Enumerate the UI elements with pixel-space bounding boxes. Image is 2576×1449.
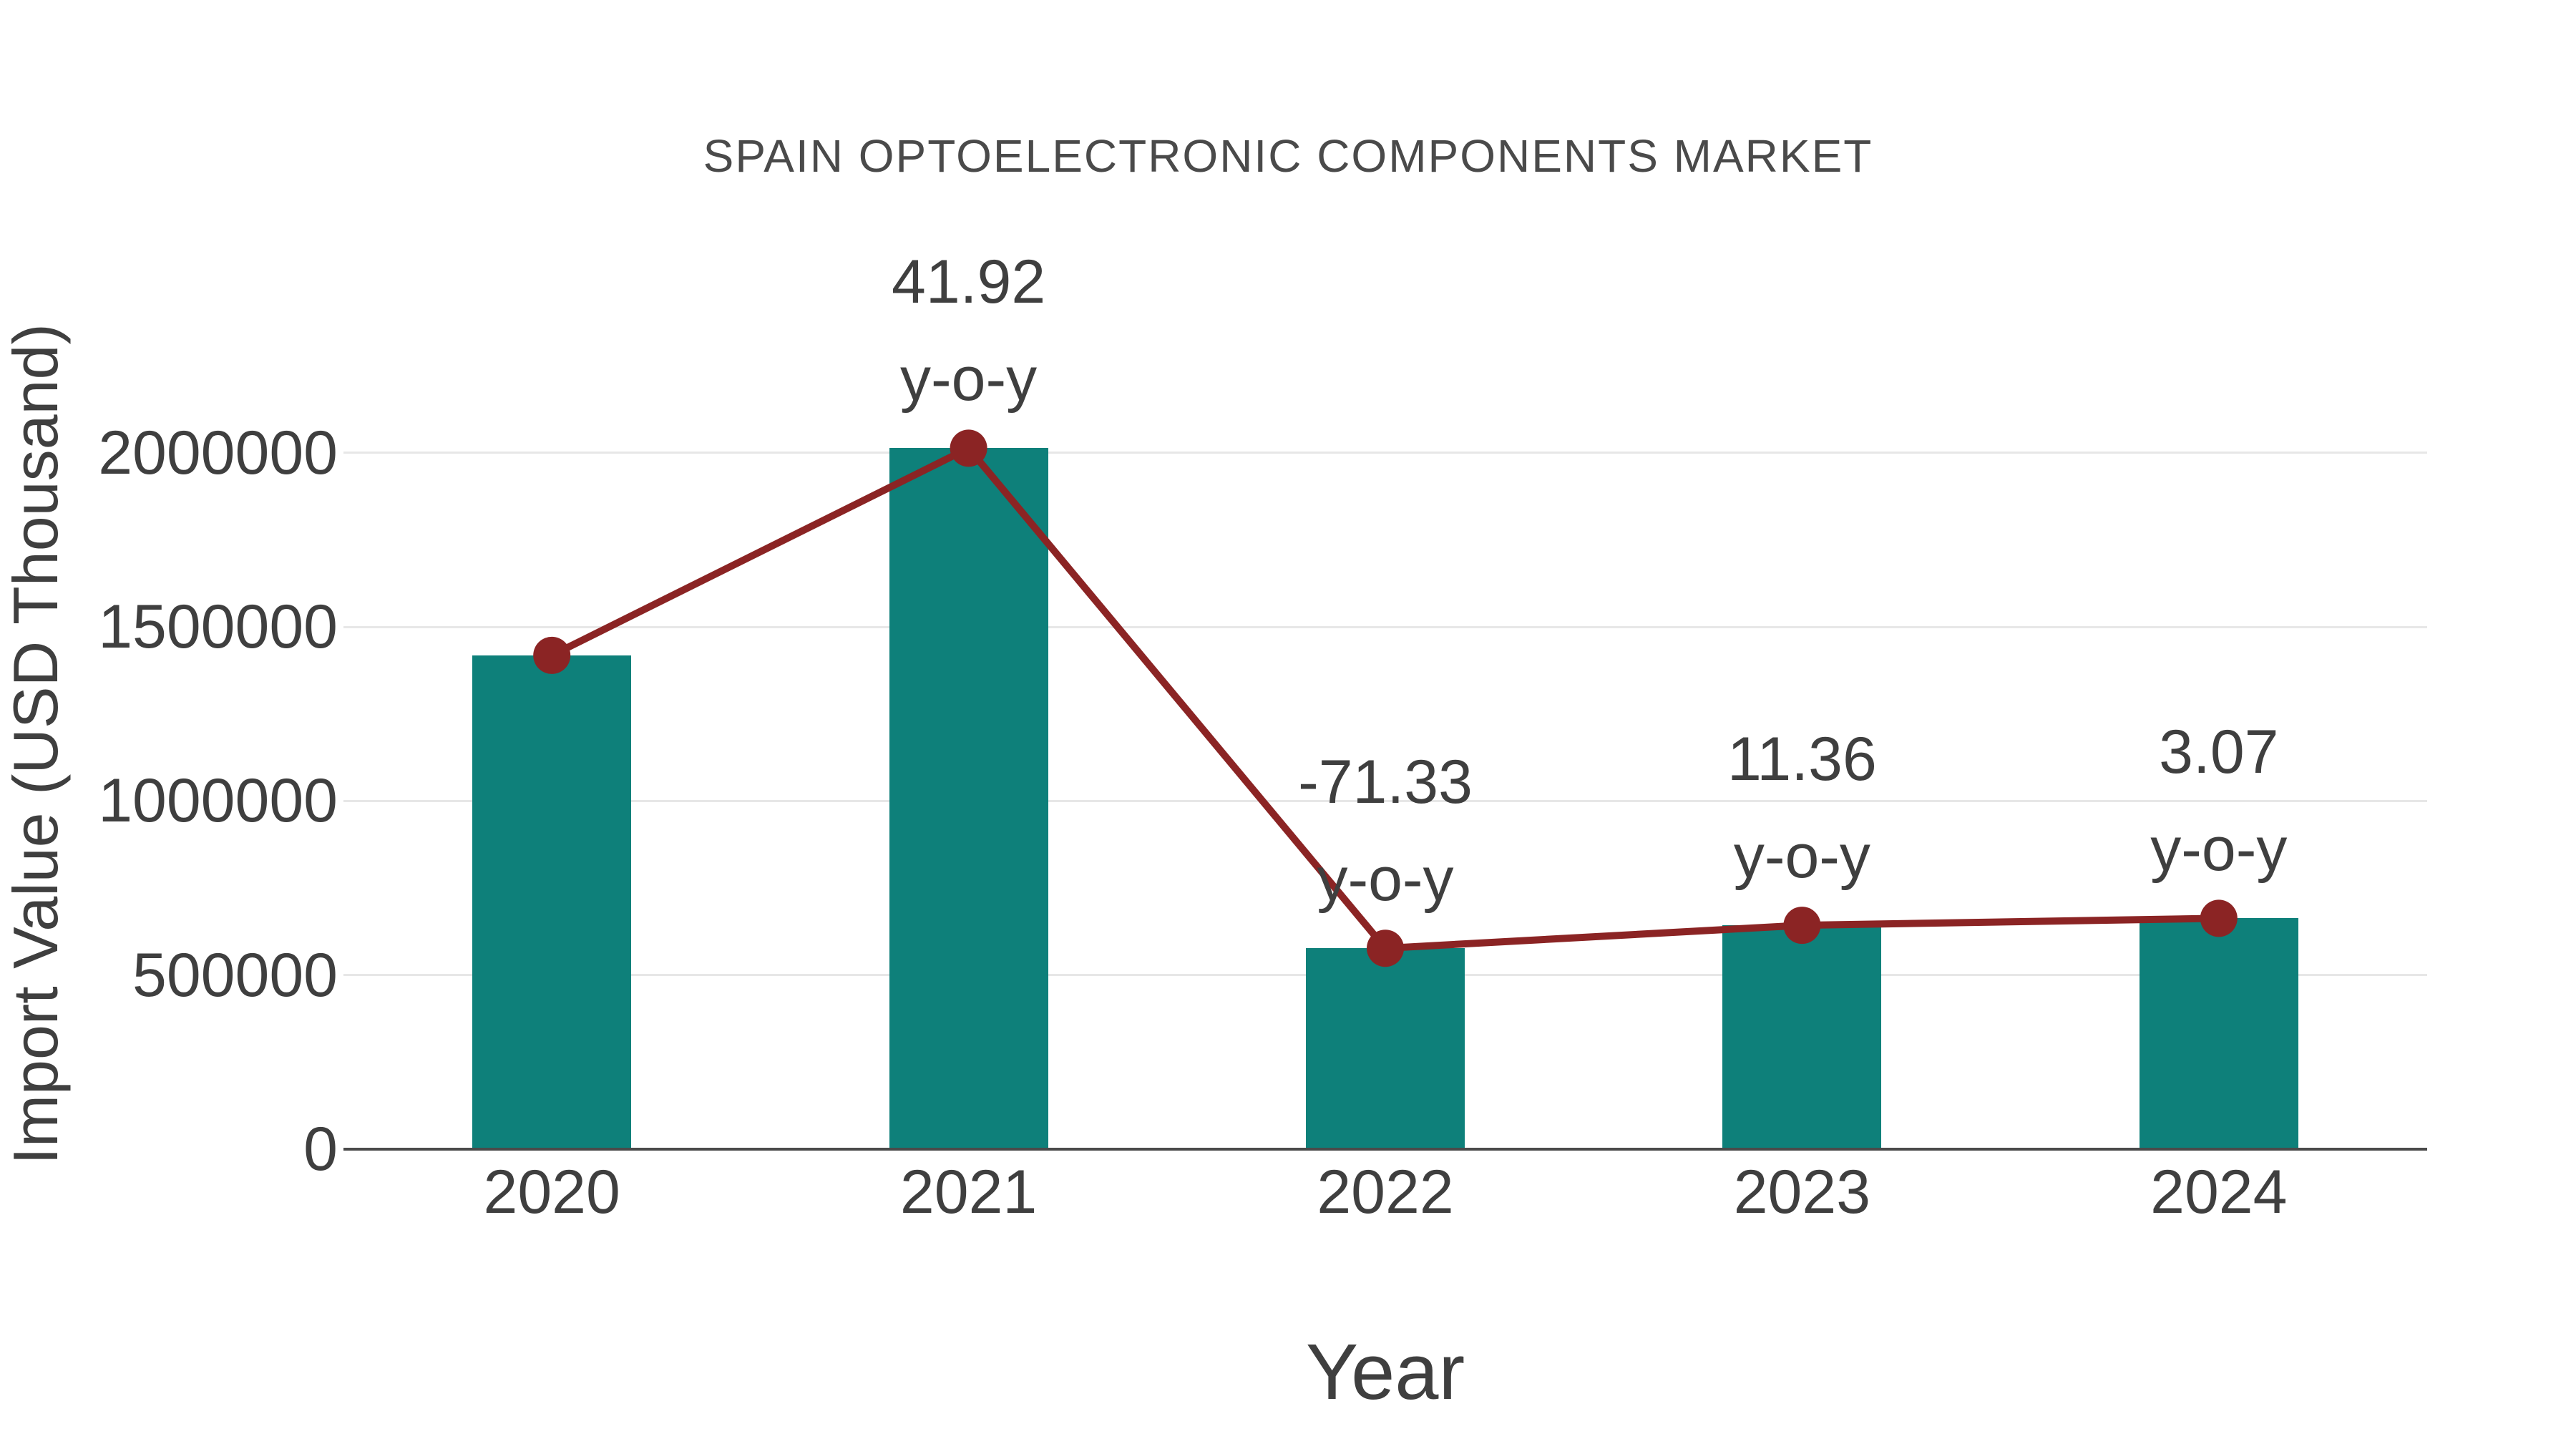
- y-axis-title: Import Value (USD Thousand): [0, 323, 71, 1165]
- plot-area: 41.92 y-o-y -71.33 y-o-y 11.36 y-o-y 3.07 y-o-y: [343, 248, 2427, 1149]
- x-axis-line: [343, 1148, 2427, 1151]
- data-point-2022: [1367, 930, 1404, 967]
- bar-2021: [889, 448, 1048, 1149]
- annotation-yoy-label-2022: y-o-y: [1317, 845, 1454, 914]
- annotation-2021: 41.92 y-o-y: [747, 233, 1191, 428]
- gridline-2000000: [343, 452, 2427, 454]
- x-tick-label-2021: 2021: [899, 1158, 1038, 1226]
- x-axis-title: Year: [1305, 1328, 1465, 1416]
- bar-2023: [1722, 925, 1882, 1149]
- bar-2020: [472, 655, 632, 1149]
- annotation-yoy-label-2021: y-o-y: [900, 345, 1038, 414]
- gridline-1000000: [343, 799, 2427, 802]
- data-point-2024: [2200, 899, 2238, 937]
- annotation-yoy-label-2023: y-o-y: [1733, 822, 1870, 892]
- data-point-2021: [950, 429, 987, 467]
- annotation-2022: -71.33 y-o-y: [1163, 733, 1607, 928]
- annotation-2023: 11.36 y-o-y: [1580, 711, 2024, 905]
- data-point-2023: [1783, 907, 1821, 945]
- data-point-2020: [533, 636, 571, 674]
- annotation-yoy-label-2024: y-o-y: [2150, 815, 2288, 884]
- annotation-2024: 3.07 y-o-y: [1997, 703, 2441, 898]
- annotation-value-2024: 3.07: [2159, 718, 2279, 787]
- annotation-value-2022: -71.33: [1298, 748, 1473, 817]
- x-tick-label-2024: 2024: [2150, 1158, 2288, 1226]
- x-tick-label-2020: 2020: [483, 1158, 620, 1226]
- annotation-value-2023: 11.36: [1727, 725, 1877, 794]
- bar-2022: [1306, 948, 1465, 1149]
- yoy-line-chart: [533, 429, 2238, 967]
- x-tick-label-2022: 2022: [1317, 1158, 1454, 1226]
- gridline-1500000: [343, 625, 2427, 628]
- x-tick-label-2023: 2023: [1733, 1158, 1871, 1226]
- annotation-value-2021: 41.92: [891, 248, 1046, 317]
- bar-2024: [2139, 918, 2298, 1149]
- chart-title: SPAIN OPTOELECTRONIC COMPONENTS MARKET: [703, 130, 1873, 182]
